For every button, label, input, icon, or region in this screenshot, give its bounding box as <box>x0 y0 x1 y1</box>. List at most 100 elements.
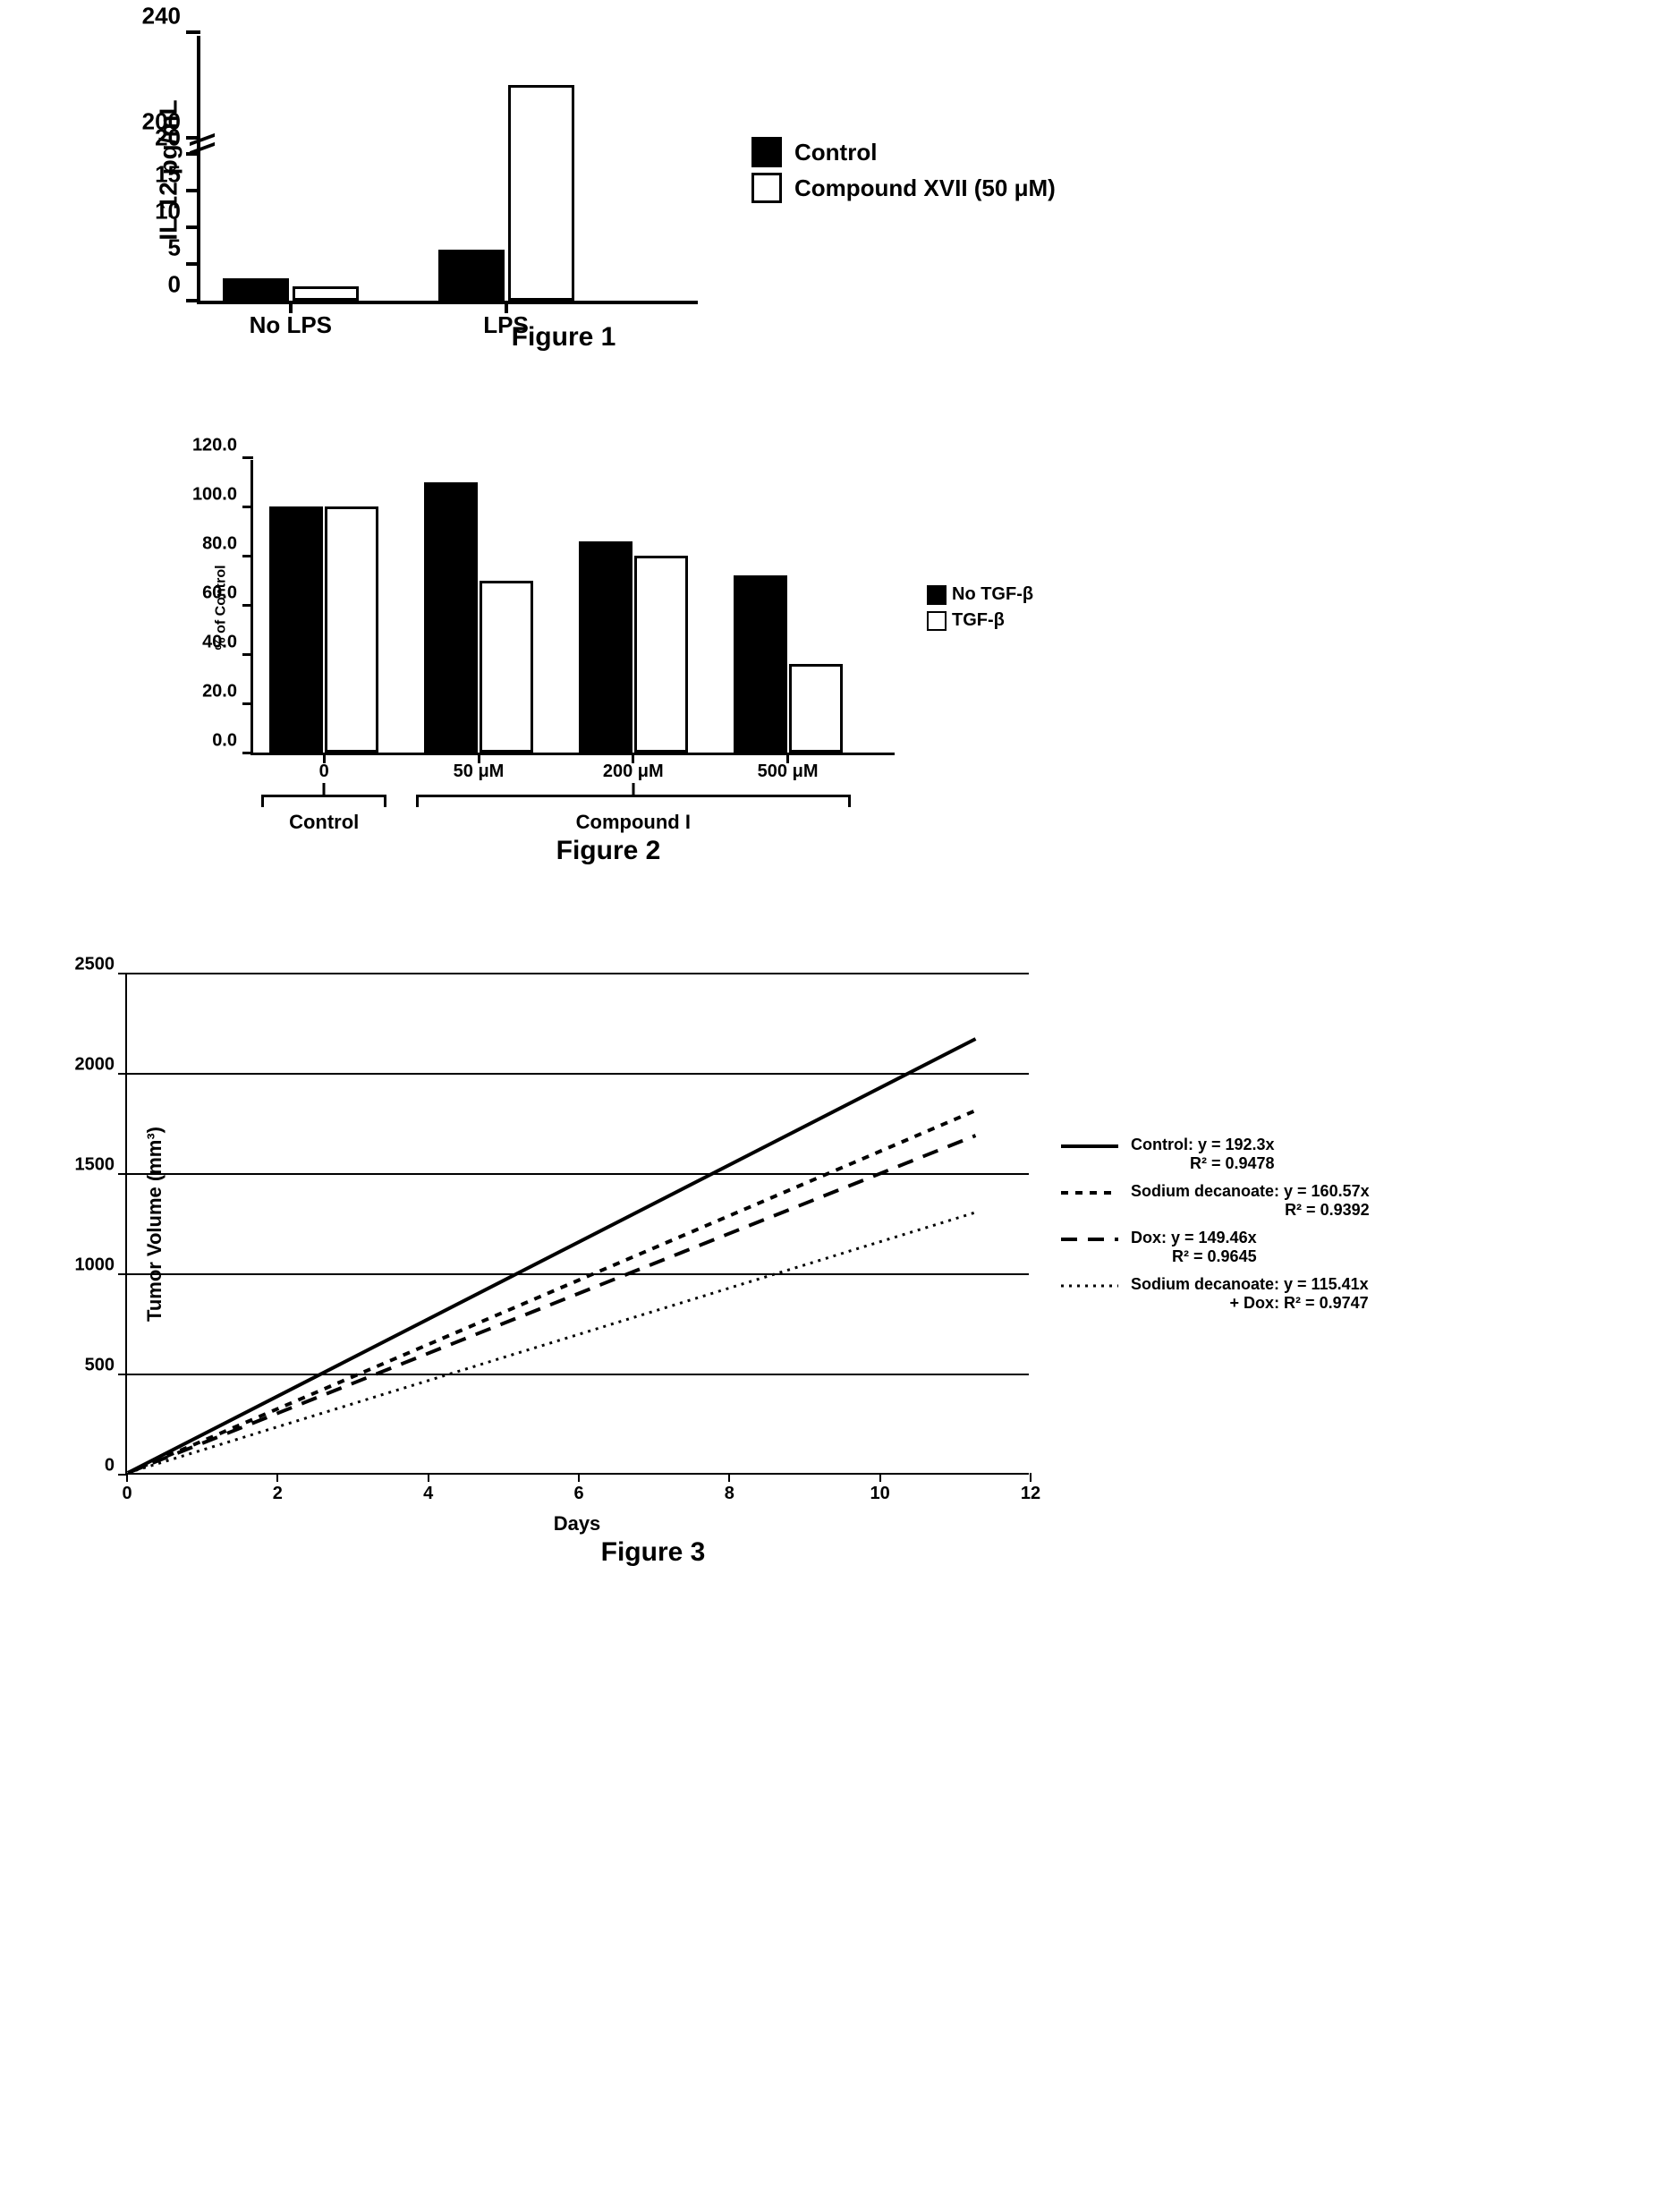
legend-item: Dox: y = 149.46xR² = 0.9645 <box>1061 1229 1370 1266</box>
bar <box>789 664 843 753</box>
legend-label: TGF-β <box>952 610 1005 631</box>
axis-tick-label: 0 <box>105 1456 127 1476</box>
legend-label: Dox: y = 149.46xR² = 0.9645 <box>1131 1229 1257 1266</box>
axis-tick <box>1030 1473 1032 1482</box>
series-line <box>128 1039 976 1473</box>
legend-item: Control <box>751 137 1056 167</box>
legend-label: Sodium decanoate: y = 160.57xR² = 0.9392 <box>1131 1182 1370 1220</box>
axis-tick-label: 200 <box>142 108 200 136</box>
gridline <box>127 973 1029 974</box>
axis-tick-label: 120.0 <box>192 436 253 456</box>
bar <box>508 85 574 301</box>
bar <box>223 278 289 301</box>
axis-tick-label: 40.0 <box>202 633 253 653</box>
legend-swatch-icon <box>751 137 782 167</box>
figure-1: IL-12 pg/mL 05101520200240No LPSLPS Cont… <box>54 36 1610 353</box>
axis-tick <box>578 1473 580 1482</box>
axis-tick-label: 2000 <box>75 1055 128 1076</box>
axis-tick-label: 4 <box>423 1484 433 1504</box>
figure-3-legend: Control: y = 192.3xR² = 0.9478 Sodium dec… <box>1061 1127 1370 1322</box>
axis-tick <box>242 506 253 508</box>
axis-tick-label: 12 <box>1021 1484 1040 1504</box>
group-brace-label: Control <box>261 811 386 834</box>
figure-3-chart-area: Tumor Volume (mm³) 050010001500200025000… <box>125 974 1029 1475</box>
axis-tick <box>126 1473 128 1482</box>
axis-tick-label: 5 <box>168 234 200 262</box>
axis-tick-label: 1500 <box>75 1155 128 1176</box>
category-label: No LPS <box>210 311 371 339</box>
axis-tick-label: 500 <box>85 1356 127 1376</box>
legend-line-icon <box>1061 1182 1118 1204</box>
axis-tick-label: 1000 <box>75 1255 128 1276</box>
legend-line-icon <box>1061 1275 1118 1297</box>
axis-tick-label: 60.0 <box>202 583 253 604</box>
figure-3-lines-layer <box>127 974 1029 1473</box>
axis-tick-label: 0 <box>122 1484 132 1504</box>
axis-tick-label: 2500 <box>75 955 128 975</box>
figure-3-caption: Figure 3 <box>0 1537 1610 1568</box>
bar <box>734 575 787 753</box>
legend-label: Control: y = 192.3xR² = 0.9478 <box>1131 1136 1275 1173</box>
gridline <box>127 1374 1029 1375</box>
axis-tick-label: 240 <box>142 3 200 30</box>
legend-item: Sodium decanoate: y = 115.41x+ Dox: R² =… <box>1061 1275 1370 1313</box>
axis-tick <box>276 1473 278 1482</box>
legend-item: TGF-β <box>927 610 1033 631</box>
axis-tick <box>242 702 253 705</box>
group-brace <box>416 795 851 807</box>
axis-tick <box>879 1473 881 1482</box>
axis-tick-label: 8 <box>725 1484 734 1504</box>
bar <box>480 581 533 753</box>
axis-break-icon <box>190 136 215 154</box>
category-label: 50 μM <box>416 761 541 782</box>
series-line <box>128 1110 976 1473</box>
figure-1-plot: 05101520200240No LPSLPS <box>197 36 698 304</box>
figure-1-bars-layer <box>200 36 698 301</box>
figure-1-legend: Control Compound XVII (50 μM) <box>751 132 1056 208</box>
axis-tick-label: 10 <box>870 1484 890 1504</box>
axis-tick <box>242 752 253 754</box>
legend-line-icon <box>1061 1229 1118 1250</box>
figure-2-legend: No TGF-β TGF-β <box>927 579 1033 636</box>
axis-tick-label: 2 <box>273 1484 283 1504</box>
legend-label: Compound XVII (50 μM) <box>794 174 1056 202</box>
legend-swatch-icon <box>927 611 947 631</box>
figure-2: % of Control 0.020.040.060.080.0100.0120… <box>54 460 1610 866</box>
legend-item: Compound XVII (50 μM) <box>751 173 1056 203</box>
axis-tick-label: 20.0 <box>202 682 253 702</box>
gridline <box>127 1073 1029 1075</box>
legend-item: Sodium decanoate: y = 160.57xR² = 0.9392 <box>1061 1182 1370 1220</box>
series-line <box>128 1212 976 1473</box>
group-brace-nub <box>632 783 634 797</box>
bar <box>438 250 505 301</box>
bar <box>634 556 688 753</box>
axis-tick <box>242 555 253 557</box>
axis-tick-label: 80.0 <box>202 534 253 555</box>
axis-tick-label: 15 <box>155 161 200 189</box>
figure-1-chart-area: IL-12 pg/mL 05101520200240No LPSLPS <box>197 36 698 304</box>
figure-1-row: IL-12 pg/mL 05101520200240No LPSLPS Cont… <box>197 36 1610 304</box>
legend-label: Control <box>794 139 877 166</box>
legend-item: No TGF-β <box>927 584 1033 605</box>
axis-tick <box>728 1473 730 1482</box>
series-line <box>128 1136 976 1473</box>
axis-tick <box>186 30 200 34</box>
gridline <box>127 1173 1029 1175</box>
category-label: LPS <box>426 311 587 339</box>
bar <box>579 541 632 753</box>
figure-3-xlabel: Days <box>554 1512 601 1536</box>
figure-2-plot: 0.020.040.060.080.0100.0120.0050 μM200 μ… <box>250 460 895 755</box>
axis-tick-label: 10 <box>155 198 200 225</box>
bar <box>269 506 323 753</box>
legend-item: Control: y = 192.3xR² = 0.9478 <box>1061 1136 1370 1173</box>
bar <box>325 506 378 753</box>
legend-line-icon <box>1061 1136 1118 1157</box>
axis-tick <box>242 604 253 607</box>
figure-2-caption: Figure 2 <box>0 836 1610 866</box>
category-label: 500 μM <box>726 761 851 782</box>
legend-swatch-icon <box>927 585 947 605</box>
figure-2-chart-area: % of Control 0.020.040.060.080.0100.0120… <box>250 460 895 755</box>
group-brace-nub <box>323 783 326 797</box>
axis-tick <box>186 299 200 302</box>
gridline <box>127 1273 1029 1275</box>
